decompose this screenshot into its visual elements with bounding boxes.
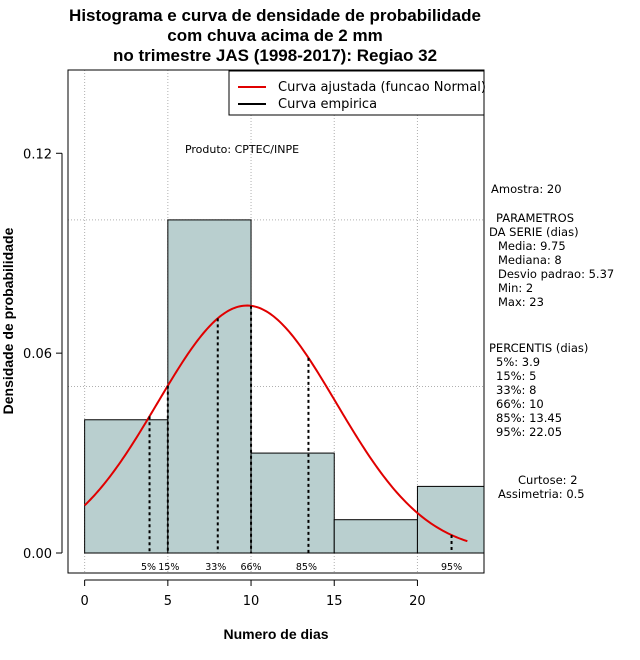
y-axis-title: Densidade de probabilidade (0, 227, 16, 414)
percentile-label-0: 5% (141, 562, 156, 573)
x-axis-title: Numero de dias (223, 626, 328, 642)
histogram-bar-3 (333, 519, 418, 554)
chart-title-line-2: com chuva acima de 2 mm (167, 26, 382, 45)
kurtosis: Curtose: 2 (518, 473, 578, 487)
percentile-label-5: 95% (441, 562, 462, 573)
sample-size: Amostra: 20 (491, 182, 562, 196)
y-tick-label-0: 0.00 (23, 547, 52, 562)
y-axis: 0.00 0.06 0.12 (23, 147, 63, 562)
legend-box (228, 70, 485, 116)
params-title-2: DA SERIE (dias) (489, 225, 579, 239)
chart-title-line-3: no trimestre JAS (1998-2017): Regiao 32 (113, 46, 437, 65)
param-mean: Media: 9.75 (498, 239, 566, 253)
histogram-bars (84, 219, 485, 554)
y-tick-label-1: 0.06 (23, 347, 52, 362)
percentil-85: 85%: 13.45 (496, 411, 562, 425)
percentile-label-3: 66% (240, 562, 261, 573)
skewness: Assimetria: 0.5 (498, 487, 585, 501)
param-sd: Desvio padrao: 5.37 (498, 267, 614, 281)
percentile-label-1: 15% (158, 562, 179, 573)
legend-label-empirical: Curva empirica (278, 97, 377, 112)
fitted-normal-curve (83, 304, 468, 543)
histogram-bar-1 (167, 219, 252, 554)
x-tick-label-0: 0 (80, 594, 88, 609)
product-label: Produto: CPTEC/INPE (185, 143, 299, 156)
percentil-33: 33%: 8 (496, 383, 536, 397)
y-tick-label-2: 0.12 (23, 147, 52, 162)
x-tick-label-2: 10 (243, 594, 260, 609)
percentile-label-2: 33% (205, 562, 226, 573)
percentil-95: 95%: 22.05 (496, 425, 562, 439)
percentis-title: PERCENTIS (dias) (489, 341, 588, 355)
grid-lines (68, 70, 484, 573)
legend-label-fitted: Curva ajustada (funcao Normal) (278, 80, 486, 95)
percentile-markers: 5% 15% 33% 66% 85% 95% (141, 305, 462, 573)
percentil-5: 5%: 3.9 (496, 355, 540, 369)
histogram-bar-0 (84, 419, 169, 554)
param-max: Max: 23 (498, 295, 544, 309)
percentil-66: 66%: 10 (496, 397, 544, 411)
percentile-label-4: 85% (296, 562, 317, 573)
param-min: Min: 2 (498, 281, 533, 295)
legend: Curva ajustada (funcao Normal) Curva emp… (228, 70, 486, 116)
plot-frame (67, 69, 485, 574)
param-median: Mediana: 8 (498, 253, 562, 267)
x-tick-label-3: 15 (326, 594, 343, 609)
histogram-bar-2 (250, 452, 335, 554)
percentil-15: 15%: 5 (496, 369, 536, 383)
x-tick-label-1: 5 (164, 594, 172, 609)
statistics-panel: Amostra: 20 PARAMETROS DA SERIE (dias) M… (489, 182, 614, 501)
x-tick-label-4: 20 (409, 594, 426, 609)
x-axis: 0 5 10 15 20 (80, 579, 426, 609)
fitted-curve (83, 304, 468, 543)
chart-title-line-1: Histograma e curva de densidade de proba… (69, 6, 481, 25)
params-title-1: PARAMETROS (496, 211, 574, 225)
